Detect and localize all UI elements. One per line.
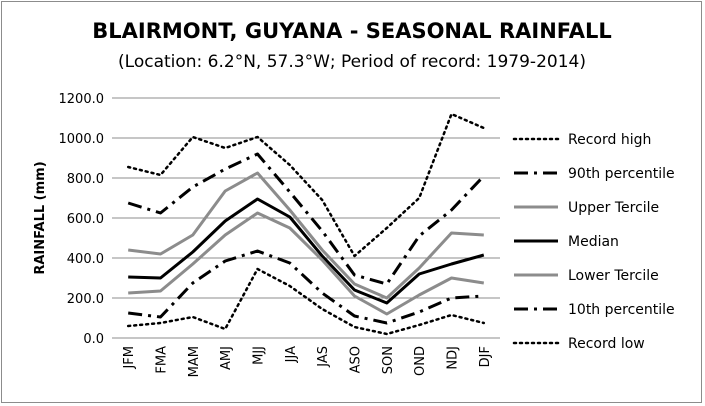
legend-label-10th-percentile: 10th percentile bbox=[568, 302, 675, 318]
x-tick-label: OND bbox=[413, 346, 428, 376]
series-line-record-low bbox=[126, 267, 486, 336]
x-tick-label: MAM bbox=[187, 346, 202, 377]
series-line-median bbox=[128, 197, 485, 305]
legend-label-upper-tercile: Upper Tercile bbox=[568, 200, 659, 216]
x-tick-label: DJF bbox=[478, 346, 493, 367]
legend-label-90th-percentile: 90th percentile bbox=[568, 166, 675, 182]
y-tick-label: 200.0 bbox=[67, 292, 104, 307]
x-tick-label: JJA bbox=[284, 346, 299, 363]
y-tick-labels: 0.0 200.0 400.0 600.0 800.0 1000.0 1200.0 bbox=[59, 92, 105, 347]
gridlines bbox=[112, 97, 500, 339]
y-tick-label: 400.0 bbox=[67, 252, 104, 267]
chart-title: BLAIRMONT, GUYANA - SEASONAL RAINFALL bbox=[92, 19, 611, 43]
series-line-upper-tercile bbox=[128, 171, 484, 300]
x-tick-label: MJJ bbox=[252, 346, 267, 365]
series-line-lower-tercile bbox=[128, 211, 485, 316]
legend-label-record-low: Record low bbox=[568, 336, 645, 352]
y-tick-label: 600.0 bbox=[67, 212, 104, 227]
legend: Record high 90th percentile Upper Tercile M… bbox=[512, 132, 675, 352]
x-tick-label: JFM bbox=[122, 346, 137, 370]
series-line-record-high bbox=[126, 112, 486, 258]
x-tick-label: AMJ bbox=[219, 346, 234, 370]
x-tick-labels: JFM FMA MAM AMJ MJJ JJA JAS ASO SON OND NDJ DJF bbox=[122, 346, 493, 377]
series-line-90th-percentile bbox=[127, 152, 485, 286]
x-tick-label: FMA bbox=[155, 346, 170, 374]
series-line-10th-percentile bbox=[128, 249, 484, 325]
x-tick-label: JAS bbox=[316, 346, 331, 368]
y-tick-label: 800.0 bbox=[67, 172, 104, 187]
series-lines bbox=[126, 112, 486, 336]
y-tick-label: 0.0 bbox=[83, 332, 104, 347]
x-tick-label: ASO bbox=[349, 346, 364, 373]
y-tick-label: 1200.0 bbox=[59, 92, 105, 107]
legend-label-lower-tercile: Lower Tercile bbox=[568, 268, 659, 284]
x-tick-label: SON bbox=[381, 346, 396, 374]
y-tick-label: 1000.0 bbox=[59, 132, 105, 147]
chart-subtitle: (Location: 6.2°N, 57.3°W; Period of reco… bbox=[118, 52, 586, 72]
x-tick-label: NDJ bbox=[446, 346, 461, 370]
legend-label-median: Median bbox=[568, 234, 619, 250]
y-axis-label: RAINFALL (mm) bbox=[33, 161, 48, 274]
legend-label-record-high: Record high bbox=[568, 132, 651, 148]
